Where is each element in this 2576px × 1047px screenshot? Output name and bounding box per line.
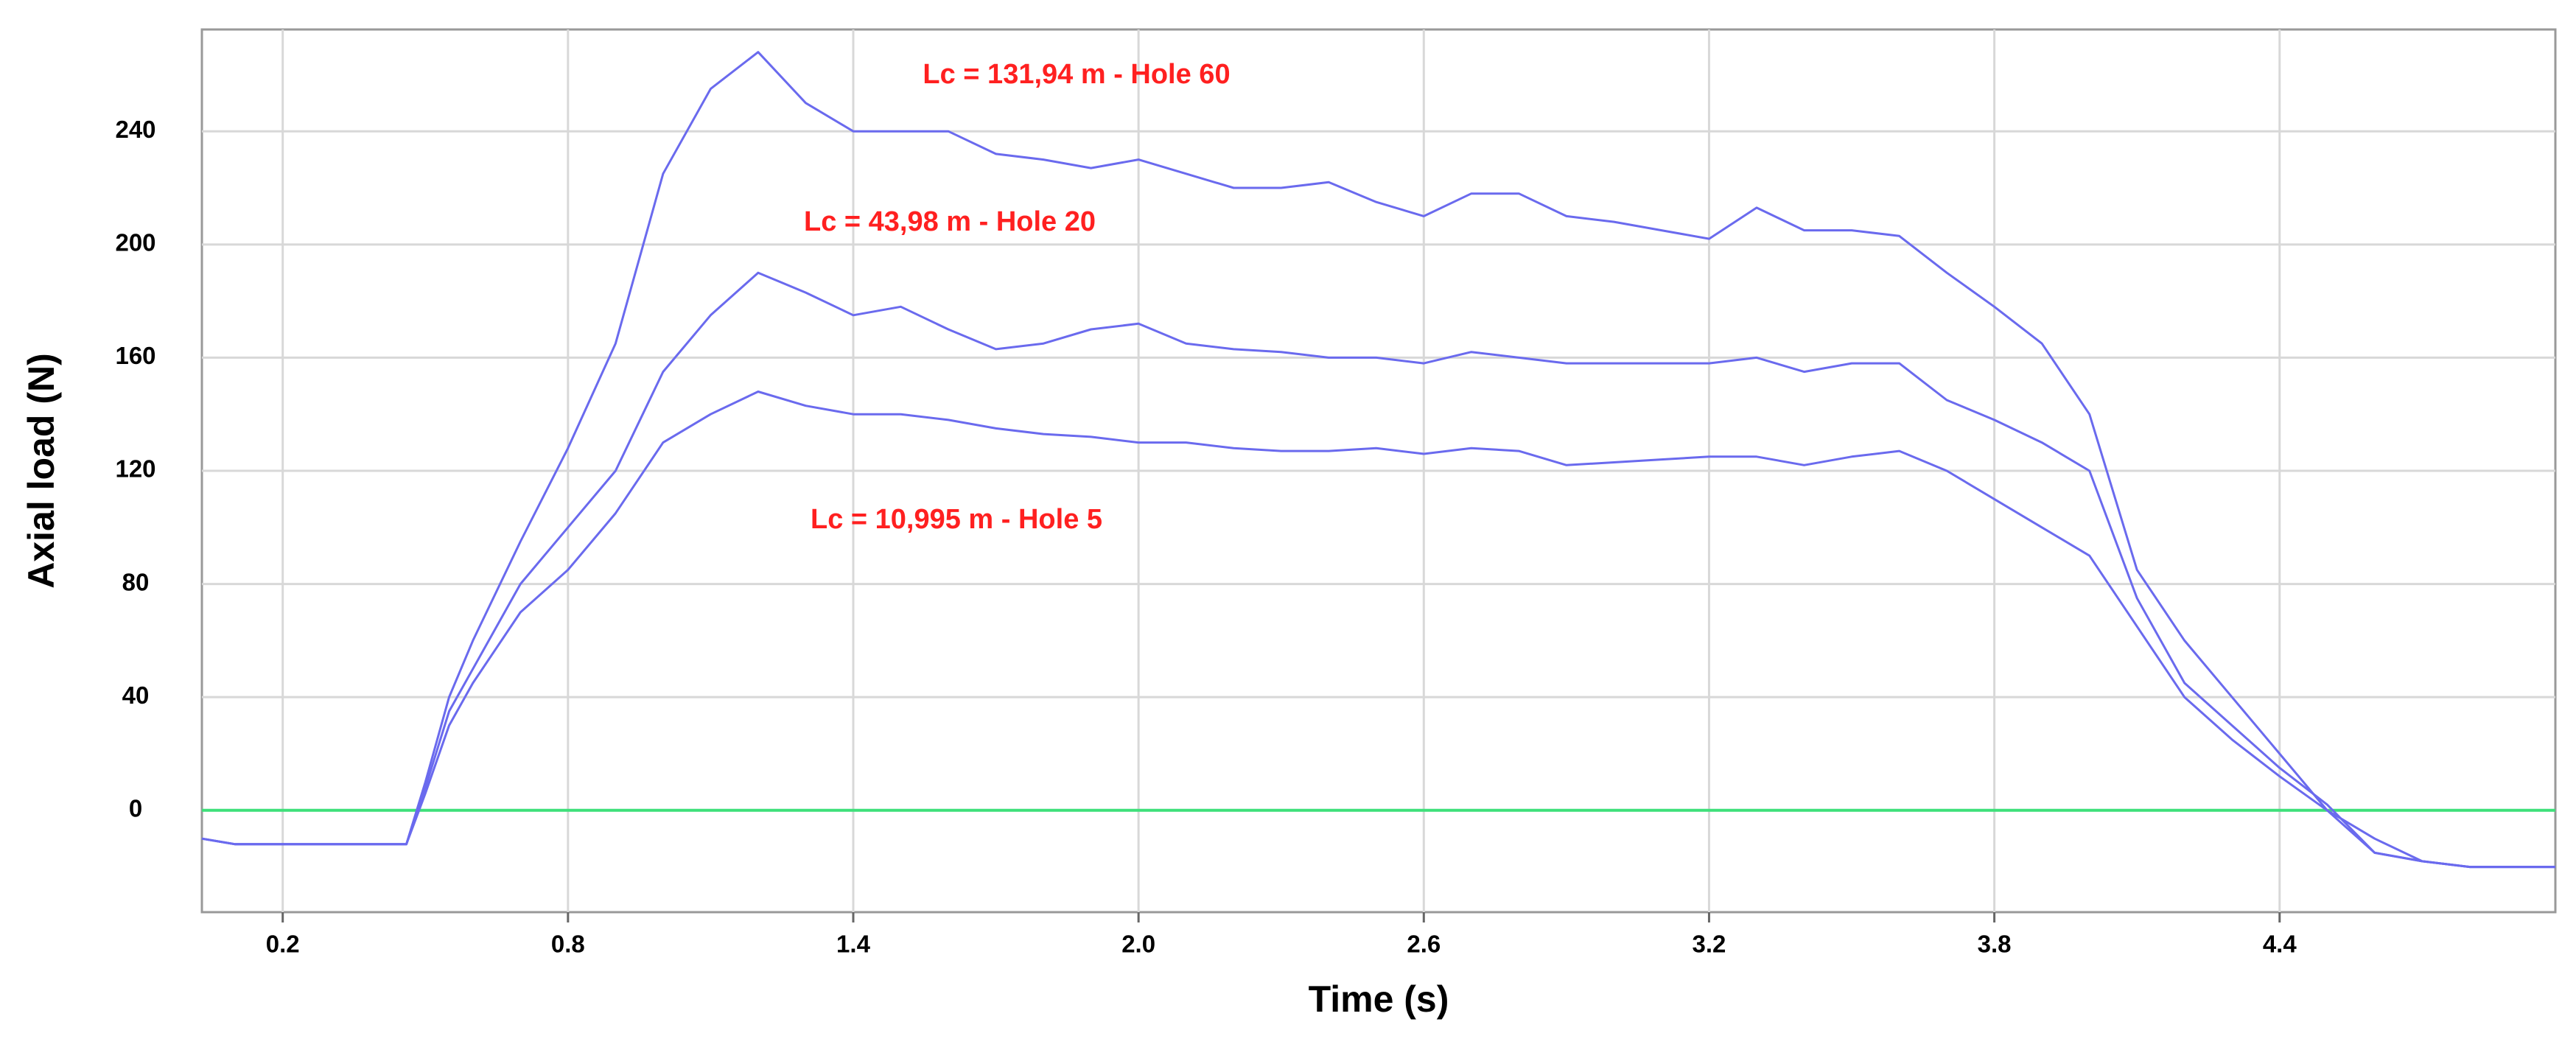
x-tick-label: 0.8 <box>551 931 585 958</box>
x-axis-label: Time (s) <box>1309 978 1449 1020</box>
y-tick-label: 40 <box>122 682 150 709</box>
y-tick-label: 240 <box>115 116 155 143</box>
y-tick-label: 200 <box>115 229 155 256</box>
y-tick-label: 0 <box>129 794 142 822</box>
x-tick-label: 3.8 <box>1978 931 2012 958</box>
y-axis-label: Axial load (N) <box>21 353 62 588</box>
x-tick-label: 4.4 <box>2263 931 2297 958</box>
x-tick-label: 2.6 <box>1407 931 1441 958</box>
series-line <box>201 391 2555 869</box>
x-tick-label: 2.0 <box>1121 931 1155 958</box>
y-tick-label: 120 <box>115 455 155 483</box>
series-line <box>201 51 2555 869</box>
x-tick-label: 1.4 <box>836 931 871 958</box>
x-tick-label: 0.2 <box>266 931 300 958</box>
series-line <box>201 271 2555 869</box>
x-tick-label: 3.2 <box>1693 931 1726 958</box>
annotation: Lc = 43,98 m - Hole 20 <box>804 206 1096 237</box>
annotation: Lc = 10,995 m - Hole 5 <box>811 504 1102 535</box>
annotation: Lc = 131,94 m - Hole 60 <box>923 59 1230 90</box>
y-tick-label: 80 <box>122 568 150 595</box>
y-tick-label: 160 <box>115 342 155 369</box>
